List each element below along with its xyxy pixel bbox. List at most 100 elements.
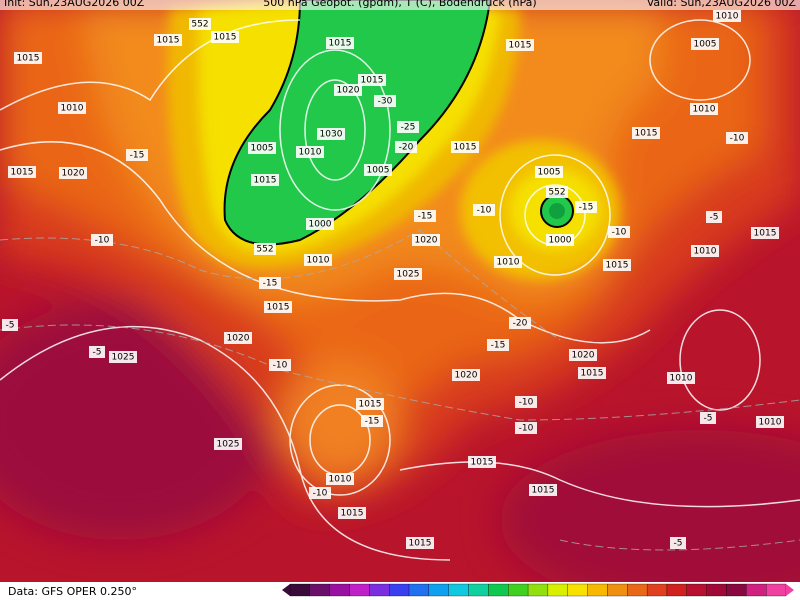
contour-label: -5 — [674, 539, 683, 549]
scale-arrow — [282, 584, 290, 596]
contour-label: 1005 — [694, 40, 717, 50]
contour-label: -5 — [93, 348, 102, 358]
label-box — [334, 84, 362, 96]
label-box — [515, 396, 537, 408]
valid-time: Valid: Sun,23AUG2026 00Z — [647, 0, 797, 9]
contour-label: -5 — [710, 213, 719, 223]
label-box — [306, 218, 334, 230]
scale-cell — [627, 583, 648, 597]
label-box — [452, 369, 480, 381]
label-box — [109, 351, 137, 363]
label-box — [632, 127, 660, 139]
label-box — [473, 204, 495, 216]
label-box — [338, 507, 366, 519]
label-box — [91, 234, 113, 246]
label-box — [264, 301, 292, 313]
contour-label: 1015 — [17, 54, 40, 64]
contour-label: 1020 — [337, 86, 360, 96]
contour-label: 1020 — [62, 169, 85, 179]
label-box — [126, 149, 148, 161]
label-box — [397, 121, 419, 133]
scale-cell — [666, 583, 687, 597]
label-box — [259, 277, 281, 289]
contour-label: -10 — [519, 398, 534, 408]
contour-label: -15 — [365, 417, 380, 427]
label-box — [667, 372, 695, 384]
contour-label: -10 — [730, 134, 745, 144]
contour-label: 1005 — [367, 166, 390, 176]
label-box — [691, 38, 719, 50]
scale-cell — [389, 583, 410, 597]
label-box — [374, 95, 396, 107]
label-box — [2, 319, 18, 331]
label-box — [58, 102, 86, 114]
contour-label: 1005 — [538, 168, 561, 178]
label-box — [509, 317, 531, 329]
contour-label: 1015 — [254, 176, 277, 186]
label-box — [248, 142, 276, 154]
scale-cell — [726, 583, 747, 597]
contour-label: 1025 — [397, 270, 420, 280]
contour-label: -10 — [95, 236, 110, 246]
contour-label: 1010 — [61, 104, 84, 114]
label-box — [691, 245, 719, 257]
contour-label: -5 — [6, 321, 15, 331]
label-box — [406, 537, 434, 549]
scale-cell — [547, 583, 568, 597]
label-box — [211, 31, 239, 43]
scale-cell — [428, 583, 449, 597]
contour-label: -10 — [519, 424, 534, 434]
scale-cell — [706, 583, 727, 597]
contour-label: 552 — [256, 245, 273, 255]
label-box — [251, 174, 279, 186]
contour-label: 1015 — [214, 33, 237, 43]
scale-cell — [468, 583, 489, 597]
contour-label: 1010 — [759, 418, 782, 428]
label-box — [468, 456, 496, 468]
scale-cell — [686, 583, 707, 597]
contour-label: 1015 — [606, 261, 629, 271]
label-box — [317, 128, 345, 140]
map-title: 500 hPa Geopot. (gpdm), T (C), Bodendruc… — [263, 0, 536, 9]
contour-label: 1025 — [217, 440, 240, 450]
contour-label: -20 — [513, 319, 528, 329]
label-box — [670, 537, 686, 549]
contour-label: -15 — [130, 151, 145, 161]
contour-label: 1010 — [307, 256, 330, 266]
data-source: Data: GFS OPER 0.250° — [8, 585, 137, 598]
scale-cell — [527, 583, 549, 597]
contour-label: 552 — [191, 20, 208, 30]
scale-cell — [587, 583, 608, 597]
label-box — [154, 34, 182, 46]
label-box — [529, 484, 557, 496]
scale-cell — [448, 583, 469, 597]
contour-label: 1005 — [251, 144, 274, 154]
scale-cell — [289, 583, 310, 597]
label-box — [309, 487, 331, 499]
label-box — [224, 332, 252, 344]
contour-label: 1015 — [329, 39, 352, 49]
label-box — [515, 422, 537, 434]
label-box — [59, 167, 87, 179]
label-box — [756, 416, 784, 428]
label-box — [608, 226, 630, 238]
scale-cell — [369, 583, 390, 597]
contour-label: 1015 — [509, 41, 532, 51]
contour-label: 1030 — [320, 130, 343, 140]
contour-label: 1010 — [497, 258, 520, 268]
contour-label: 1010 — [299, 148, 322, 158]
contour-label: 1010 — [694, 247, 717, 257]
label-box — [269, 359, 291, 371]
label-box — [326, 473, 354, 485]
contour-label: -30 — [378, 97, 393, 107]
contour-label: 1000 — [309, 220, 332, 230]
label-box — [726, 132, 748, 144]
label-box — [451, 141, 479, 153]
contour-label: 1020 — [227, 334, 250, 344]
contour-label: 1020 — [572, 351, 595, 361]
contour-label: 1025 — [112, 353, 135, 363]
label-box — [361, 415, 383, 427]
contour-label: -10 — [313, 489, 328, 499]
label-box — [487, 339, 509, 351]
